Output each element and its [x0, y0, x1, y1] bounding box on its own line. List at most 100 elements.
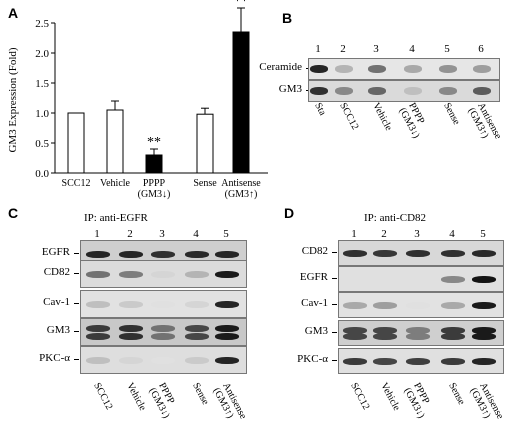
lane-label: Vehicle — [124, 381, 148, 413]
significance-label: ** — [147, 135, 161, 150]
row-label: Ceramide — [259, 61, 302, 73]
lane-label: Sense — [441, 101, 462, 127]
lane-label: Sta — [312, 101, 328, 117]
lane-label: SCC12 — [337, 101, 360, 132]
row-marker — [332, 360, 337, 361]
lane-label-text: Vehicle — [378, 381, 403, 413]
x-tick-label: PPPP — [143, 178, 166, 189]
blot-band — [86, 325, 110, 333]
lane-number: 5 — [223, 228, 229, 240]
blot-band — [472, 301, 496, 309]
blot-band — [373, 275, 397, 283]
blot-band — [472, 333, 496, 341]
lane-number: 5 — [480, 228, 486, 240]
blot-band — [215, 300, 239, 308]
blot-band — [406, 249, 430, 257]
row-marker — [74, 359, 79, 360]
bar-antisense — [232, 31, 250, 174]
lane-number: 3 — [414, 228, 420, 240]
blot-band — [404, 87, 422, 95]
blot-band — [215, 325, 239, 333]
lane-label-text: Sense — [190, 381, 211, 407]
blot-band — [343, 275, 367, 283]
row-marker — [74, 331, 79, 332]
row-marker — [74, 253, 79, 254]
bar-pppp — [145, 154, 163, 174]
row-label: EGFR — [299, 271, 328, 283]
bar-sense — [196, 113, 214, 174]
row-label: PKC-α — [297, 353, 328, 365]
lane-label-text: SCC12 — [348, 381, 372, 412]
blot-band — [185, 250, 209, 258]
lane-label: Vehicle — [370, 101, 394, 133]
blot-strip — [308, 80, 500, 102]
lane-number: 2 — [127, 228, 133, 240]
y-tick-label: 0.0 — [35, 168, 49, 180]
lane-number: 4 — [409, 43, 415, 55]
blot-band — [441, 333, 465, 341]
blot-band — [441, 249, 465, 257]
blot-band — [368, 87, 386, 95]
lane-label: Antisense (GM3↑) — [466, 101, 504, 146]
blot-band — [215, 250, 239, 258]
row-label: Cav-1 — [301, 297, 328, 309]
lane-label: PPPP (GM3↓) — [397, 101, 432, 140]
blot-band — [472, 249, 496, 257]
blot-band — [119, 270, 143, 278]
blot-band — [119, 300, 143, 308]
blot-band — [215, 332, 239, 340]
blot-band — [215, 270, 239, 278]
blot-band — [185, 300, 209, 308]
blot-strip — [80, 318, 247, 346]
blot-band — [343, 357, 367, 365]
lane-label-text: Sense — [441, 101, 462, 127]
blot-strip — [80, 346, 247, 374]
blot-band — [86, 270, 110, 278]
row-marker — [332, 252, 337, 253]
blot-band — [373, 249, 397, 257]
blot-strip — [80, 260, 247, 288]
blot-band — [151, 325, 175, 333]
row-label: Cav-1 — [43, 296, 70, 308]
lane-label: PPPP (GM3↓) — [402, 381, 437, 420]
row-label: CD82 — [43, 266, 70, 278]
y-tick-label: 0.5 — [35, 138, 49, 150]
panel-letter-c: C — [8, 205, 19, 221]
bar-chart: GM3 Expression (Fold) 0.0 0.5 1.0 1.5 2.0 2.5… — [7, 0, 268, 200]
lane-number: 6 — [478, 43, 484, 55]
lane-label-text: SCC12 — [337, 101, 361, 132]
blot-band — [373, 326, 397, 334]
blot-band — [151, 300, 175, 308]
lane-label: Sense — [446, 381, 467, 407]
blot-band — [119, 332, 143, 340]
lane-number: 1 — [315, 43, 321, 55]
blot-band — [86, 356, 110, 364]
ip-label: IP: anti-CD82 — [364, 212, 427, 224]
blot-band — [404, 65, 422, 73]
blot-band — [185, 325, 209, 333]
lane-number: 3 — [159, 228, 165, 240]
blot-band — [335, 87, 353, 95]
blot-band — [310, 65, 328, 73]
blot-strip — [80, 290, 247, 318]
panel-letter-a: A — [8, 5, 19, 21]
row-label: PKC-α — [39, 352, 70, 364]
blot-band — [441, 275, 465, 283]
y-tick-label: 1.0 — [35, 108, 49, 120]
blot-band — [406, 326, 430, 334]
blot-band — [441, 326, 465, 334]
blot-band — [343, 249, 367, 257]
blot-band — [215, 356, 239, 364]
lane-label: SCC12 — [91, 381, 114, 412]
blot-band — [86, 250, 110, 258]
y-tick-label: 2.0 — [35, 48, 49, 60]
blot-strip — [338, 266, 504, 292]
row-marker — [74, 303, 79, 304]
blot-strip — [338, 240, 504, 266]
y-tick-label: 2.5 — [35, 18, 49, 30]
lane-label: Antisense (GM3↑) — [211, 381, 249, 426]
blot-strip — [338, 348, 504, 374]
y-tick-label: 1.5 — [35, 78, 49, 90]
blot-band — [185, 332, 209, 340]
blot-strip — [338, 320, 504, 346]
